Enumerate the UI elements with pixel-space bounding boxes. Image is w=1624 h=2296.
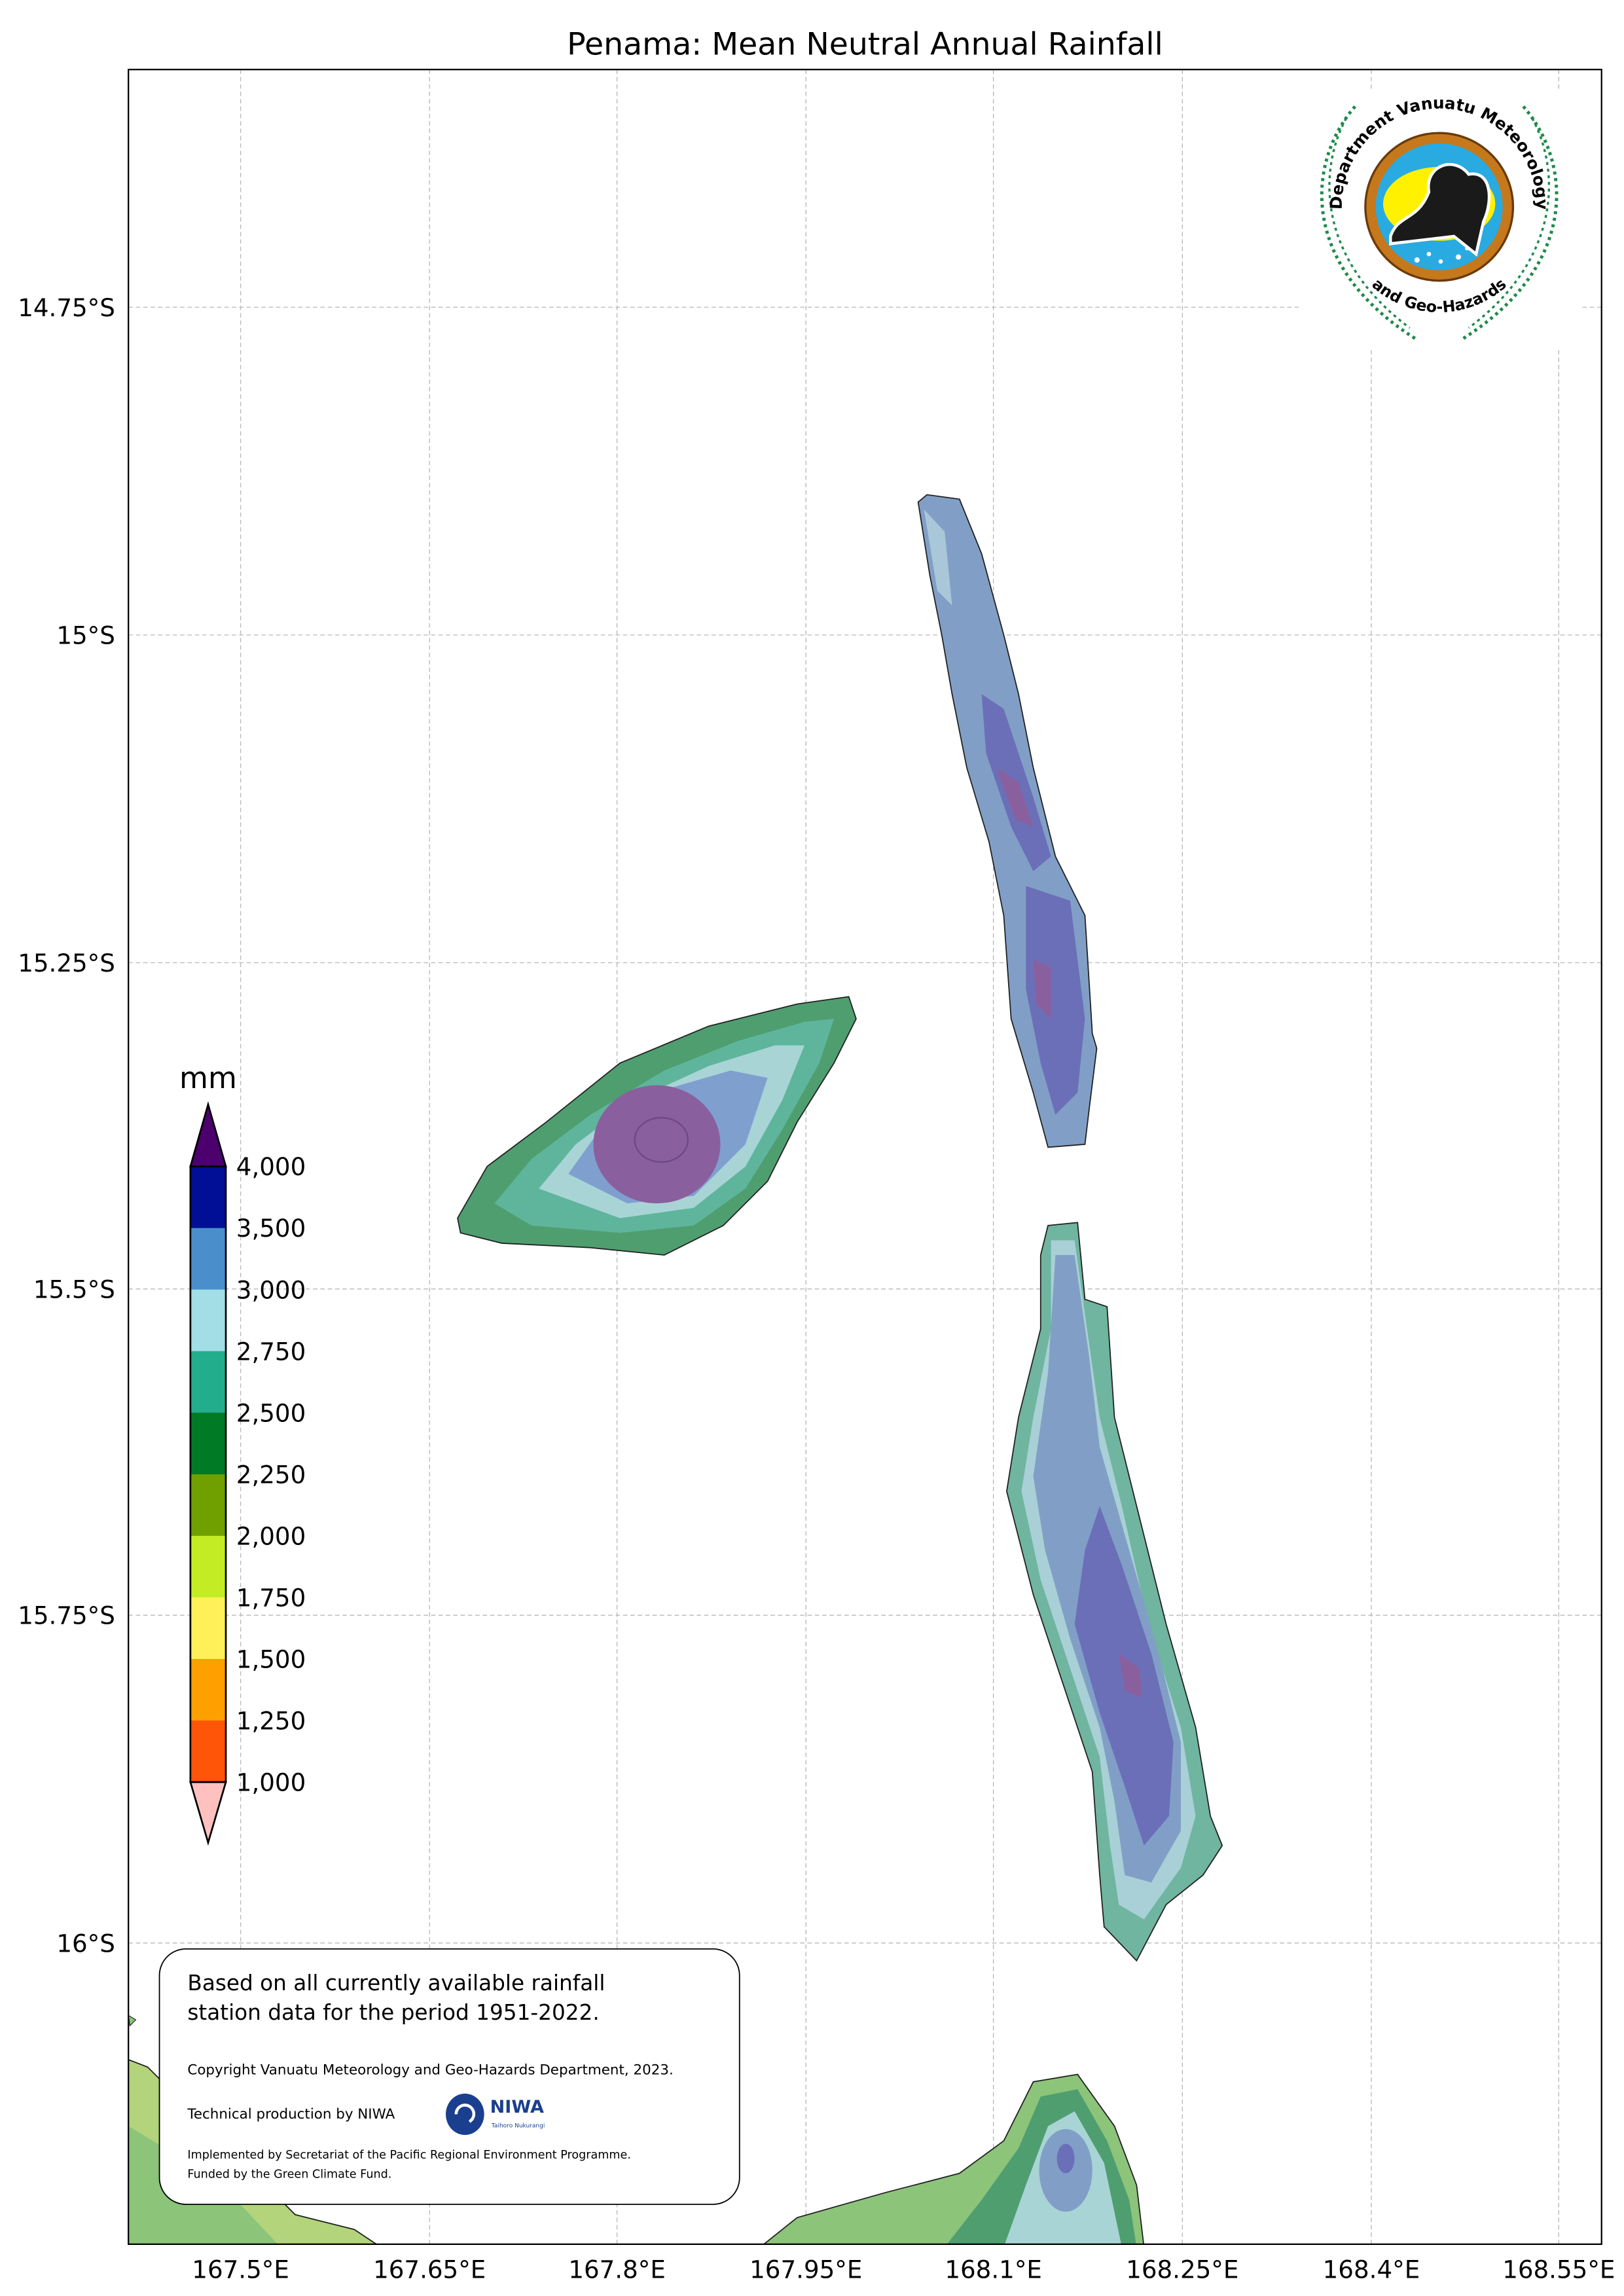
colorbar-segment: [190, 1351, 226, 1413]
info-line-2: station data for the period 1951-2022.: [187, 2000, 599, 2025]
colorbar-segment: [190, 1658, 226, 1721]
niwa-logo-subtext: Taihoro Nukurangi: [491, 2123, 545, 2130]
x-tick: 167.95°E: [749, 2255, 862, 2284]
colorbar-segment: [190, 1412, 226, 1475]
x-tick: 167.65°E: [373, 2255, 486, 2284]
x-tick: 167.5°E: [192, 2255, 289, 2284]
colorbar-label: 3,500: [236, 1214, 306, 1243]
colorbar-segment: [190, 1721, 226, 1783]
info-box: Based on all currently available rainfal…: [158, 1948, 740, 2205]
colorbar-label: 4,000: [236, 1152, 306, 1181]
y-axis-labels: 14.75°S 15°S 15.25°S 15.5°S 15.75°S 16°S: [18, 293, 115, 1958]
implemented-text: Implemented by Secretariat of the Pacifi…: [187, 2149, 631, 2162]
colorbar-segment: [190, 1535, 226, 1598]
copyright-text: Copyright Vanuatu Meteorology and Geo-Ha…: [187, 2062, 673, 2079]
x-tick: 168.1°E: [945, 2255, 1042, 2284]
colorbar-segment: [190, 1289, 226, 1352]
island-pentecost: [1006, 1222, 1223, 1962]
colorbar-label: 1,500: [236, 1645, 306, 1674]
colorbar-label: 2,500: [236, 1398, 306, 1427]
colorbar-segment: [190, 1597, 226, 1660]
niwa-logo-text: NIWA: [490, 2097, 544, 2117]
stars-icon: [1414, 246, 1470, 264]
funded-text: Funded by the Green Climate Fund.: [187, 2168, 391, 2181]
y-tick: 16°S: [56, 1929, 115, 1958]
colorbar-label: 3,000: [236, 1275, 306, 1304]
island-ambae: [457, 996, 857, 1256]
colorbar-segment: [190, 1166, 226, 1229]
colorbar-segment: [190, 1228, 226, 1290]
info-line-1: Based on all currently available rainfal…: [187, 1971, 605, 1995]
x-axis-labels: 167.5°E 167.65°E 167.8°E 167.95°E 168.1°…: [192, 2255, 1615, 2284]
vmgd-logo: Department Vanuatu Meteorology and Geo-H…: [1299, 92, 1579, 350]
y-tick: 15.5°S: [33, 1275, 115, 1303]
y-tick: 15.25°S: [18, 949, 115, 977]
colorbar-segment: [190, 1474, 226, 1537]
y-tick: 15.75°S: [18, 1601, 115, 1630]
colorbar-label: 2,750: [236, 1337, 306, 1366]
colorbar: mm 4,000 3,500 3,000 2,750 2,500 2,250 2,000 1,…: [179, 1061, 306, 1846]
colorbar-unit: mm: [179, 1061, 237, 1095]
laurel-right-icon: [1460, 105, 1559, 341]
x-tick: 168.4°E: [1323, 2255, 1420, 2284]
laurel-left-icon: [1320, 105, 1418, 341]
map-title: Penama: Mean Neutral Annual Rainfall: [567, 27, 1163, 63]
colorbar-label: 1,250: [236, 1707, 306, 1736]
colorbar-label: 1,750: [236, 1583, 306, 1612]
colorbar-label: 1,000: [236, 1768, 306, 1797]
colorbar-label: 2,000: [236, 1522, 306, 1550]
plot-area: [128, 69, 1602, 2245]
island-maewo: [917, 494, 1098, 1148]
x-tick: 167.8°E: [568, 2255, 666, 2284]
y-tick: 15°S: [56, 621, 115, 649]
island-south-partial: [763, 2073, 1145, 2244]
x-tick: 168.55°E: [1502, 2255, 1615, 2284]
y-tick: 14.75°S: [18, 293, 115, 322]
niwa-logo: NIWA Taihoro Nukurangi: [446, 2093, 545, 2135]
colorbar-label: 2,250: [236, 1460, 306, 1489]
x-tick: 168.25°E: [1126, 2255, 1238, 2284]
technical-production-text: Technical production by NIWA: [187, 2106, 395, 2123]
colorbar-outline: [189, 1165, 227, 1783]
